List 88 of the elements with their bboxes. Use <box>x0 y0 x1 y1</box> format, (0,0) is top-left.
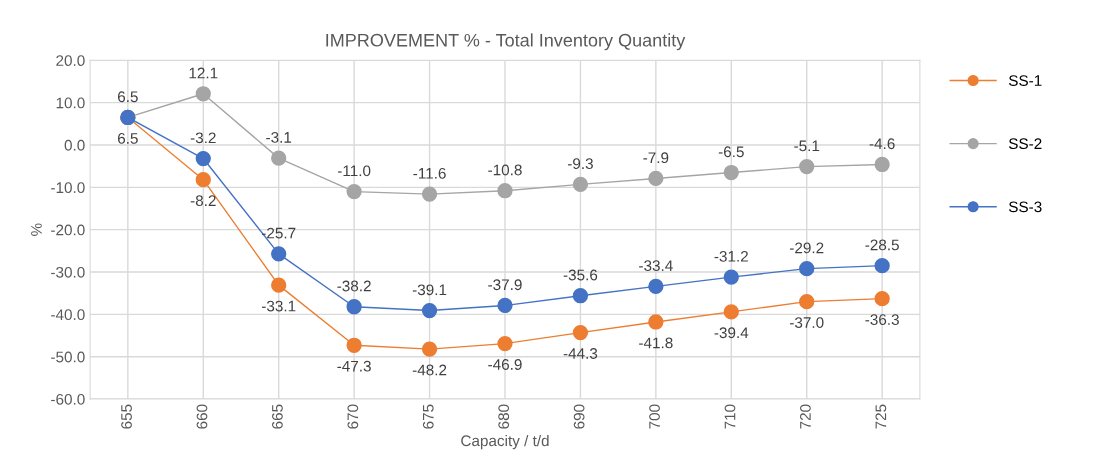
point <box>271 246 287 262</box>
data-label: -47.3 <box>337 360 371 372</box>
y-tick-label: -20.0 <box>51 224 85 236</box>
data-label: -29.2 <box>789 242 824 254</box>
x-tick-label: 710 <box>724 404 736 429</box>
point <box>421 302 438 319</box>
data-label: -35.6 <box>563 269 598 281</box>
legend-label: SS-2 <box>1008 138 1042 150</box>
y-tick-label: -30.0 <box>51 266 85 278</box>
point <box>421 186 438 202</box>
point <box>723 269 739 285</box>
data-label: -38.2 <box>337 280 371 292</box>
data-label: 12.1 <box>189 67 218 79</box>
data-label: -36.3 <box>865 314 899 326</box>
x-tick-label: 700 <box>649 404 660 429</box>
data-label: -7.9 <box>643 152 669 164</box>
data-label: -33.1 <box>261 300 296 312</box>
data-label: -33.4 <box>639 260 673 272</box>
data-label: -28.5 <box>865 239 899 251</box>
point <box>799 260 815 277</box>
point <box>497 183 513 199</box>
y-tick-label: -10.0 <box>51 182 85 194</box>
data-label: -39.1 <box>412 284 447 296</box>
data-label: -11.0 <box>337 165 371 177</box>
legend-label: SS-1 <box>1008 75 1042 86</box>
y-tick-label: -40.0 <box>51 309 85 321</box>
y-tick-label: -50.0 <box>51 351 85 363</box>
y-tick-label: -60.0 <box>51 393 85 405</box>
point <box>874 258 890 274</box>
y-tick-label: 20.0 <box>56 55 85 67</box>
data-label: 6.5 <box>117 91 138 103</box>
point <box>648 170 664 187</box>
y-axis-title: % <box>31 223 42 236</box>
y-tick-label: 10.0 <box>56 97 85 109</box>
data-label: -9.3 <box>567 158 593 170</box>
y-tick-label: 0.0 <box>64 139 85 151</box>
point <box>723 304 739 320</box>
data-label: -6.5 <box>718 146 744 158</box>
data-label: -37.0 <box>789 317 824 328</box>
data-label: -48.2 <box>412 364 447 376</box>
data-label: -39.4 <box>714 327 749 339</box>
chart-title: IMPROVEMENT % - Total Inventory Quantity <box>326 33 686 51</box>
point <box>874 156 890 173</box>
point <box>195 86 211 102</box>
x-tick-label: 670 <box>347 404 359 429</box>
point <box>572 324 589 341</box>
point <box>195 150 211 167</box>
data-label: -31.2 <box>714 250 748 262</box>
point <box>346 337 362 353</box>
x-axis-title: Capacity / t/d <box>461 434 549 450</box>
data-label: -25.7 <box>261 227 296 239</box>
point <box>648 278 664 295</box>
point <box>799 158 815 175</box>
data-label: -41.8 <box>639 337 673 349</box>
data-label: -37.9 <box>488 279 522 291</box>
point <box>271 150 287 166</box>
data-label: 6.5 <box>117 132 138 144</box>
point <box>421 341 438 357</box>
x-tick-label: 680 <box>498 404 510 429</box>
point <box>572 288 589 304</box>
data-label: -5.1 <box>794 140 820 152</box>
x-tick-label: 725 <box>875 404 887 429</box>
x-tick-label: 690 <box>573 404 585 429</box>
point <box>497 335 513 352</box>
x-tick-label: 665 <box>271 404 283 429</box>
point <box>648 314 664 330</box>
point <box>497 297 513 314</box>
x-tick-label: 675 <box>422 404 434 429</box>
x-tick-label: 720 <box>800 404 811 429</box>
point <box>195 172 211 188</box>
point <box>723 164 739 181</box>
data-label: -46.9 <box>488 359 522 370</box>
data-label: -44.3 <box>563 348 598 359</box>
data-label: -10.8 <box>488 164 522 176</box>
point <box>346 183 362 200</box>
data-label: -3.1 <box>266 131 292 143</box>
point <box>271 277 287 293</box>
x-tick-label: 655 <box>121 404 132 429</box>
x-tick-label: 660 <box>196 404 208 429</box>
point <box>874 291 890 307</box>
data-label: -4.6 <box>869 138 895 150</box>
point <box>799 294 815 310</box>
data-label: -11.6 <box>413 167 446 179</box>
data-label: -3.2 <box>190 132 216 144</box>
point <box>572 176 589 193</box>
point <box>346 299 362 315</box>
legend-label: SS-3 <box>1008 201 1042 213</box>
data-label: -8.2 <box>190 195 216 207</box>
